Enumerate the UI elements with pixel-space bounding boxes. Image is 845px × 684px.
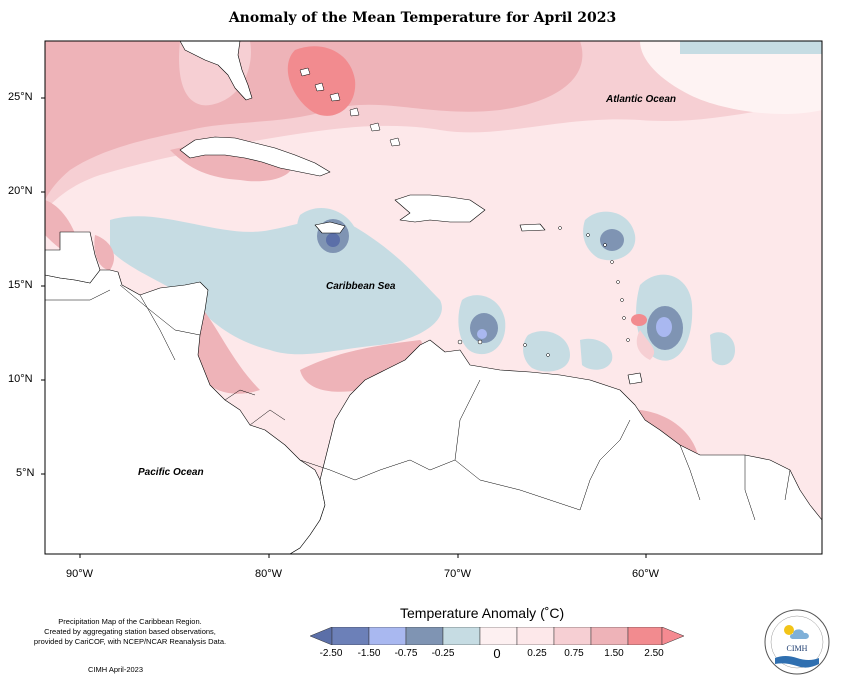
- cimh-logo: CIMH: [764, 609, 830, 675]
- lat-label-20n: 20°N: [8, 185, 33, 197]
- legend-tick: 1.50: [604, 648, 624, 659]
- lon-label-90w: 90°W: [66, 568, 94, 580]
- legend-swatch-2: [368, 627, 407, 645]
- footer-note: Precipitation Map of the Caribbean Regio…: [10, 617, 250, 647]
- legend-swatch-6: [516, 627, 555, 645]
- lon-label-80w: 80°W: [255, 568, 283, 580]
- legend-swatch-3: [405, 627, 444, 645]
- legend-tick: 0.25: [527, 648, 547, 659]
- footer-line-2: Created by aggregating station based obs…: [44, 627, 216, 636]
- legend-arrow-low: [310, 627, 333, 645]
- lat-label-25n: 25°N: [8, 91, 33, 103]
- footer-credit: CIMH April-2023: [88, 665, 144, 674]
- legend-swatch-9: [627, 627, 663, 645]
- legend-tick: -2.50: [319, 648, 343, 659]
- legend-tick: 0.75: [564, 648, 584, 659]
- legend-tick: 0: [493, 646, 501, 661]
- legend-colorbar: [310, 627, 684, 645]
- legend-title: Temperature Anomaly (˚C): [400, 605, 565, 621]
- legend-swatch-8: [590, 627, 629, 645]
- lat-label-5n: 5°N: [16, 467, 35, 479]
- land-south-america: [289, 339, 822, 554]
- label-caribbean-sea: Caribbean Sea: [326, 281, 396, 292]
- label-atlantic-ocean: Atlantic Ocean: [606, 94, 677, 105]
- land-jamaica: [314, 221, 346, 234]
- cloud-icon: [790, 629, 809, 639]
- lat-label-10n: 10°N: [8, 373, 33, 385]
- legend-swatch-5: [479, 627, 518, 645]
- land-hispaniola: [394, 194, 486, 223]
- legend-tick: 2.50: [644, 648, 664, 659]
- lat-label-15n: 15°N: [8, 279, 33, 291]
- sun-icon: [784, 625, 794, 635]
- label-pacific-ocean: Pacific Ocean: [138, 467, 204, 478]
- anomaly-warmer-north: [45, 41, 583, 200]
- legend-arrow-high: [661, 627, 684, 645]
- land-cuba: [179, 136, 331, 177]
- legend-swatch-1: [331, 627, 370, 645]
- wave-icon: [775, 656, 819, 668]
- logo-text: CIMH: [787, 644, 808, 653]
- footer-line-1: Precipitation Map of the Caribbean Regio…: [58, 617, 202, 626]
- map-title: Anomaly of the Mean Temperature for Apri…: [228, 10, 617, 26]
- legend-swatch-7: [553, 627, 592, 645]
- anomaly-cool-caribbean: [110, 216, 442, 355]
- land-florida: [179, 41, 253, 101]
- lon-label-60w: 60°W: [632, 568, 660, 580]
- legend-tick: -1.50: [357, 648, 381, 659]
- legend-swatch-4: [442, 627, 481, 645]
- legend-tick: -0.25: [431, 648, 455, 659]
- lon-label-70w: 70°W: [444, 568, 472, 580]
- footer-line-3: provided by CariCOF, with NCEP/NCAR Rean…: [33, 637, 227, 646]
- legend-tick: -0.75: [394, 648, 418, 659]
- map-frame: [44, 40, 823, 555]
